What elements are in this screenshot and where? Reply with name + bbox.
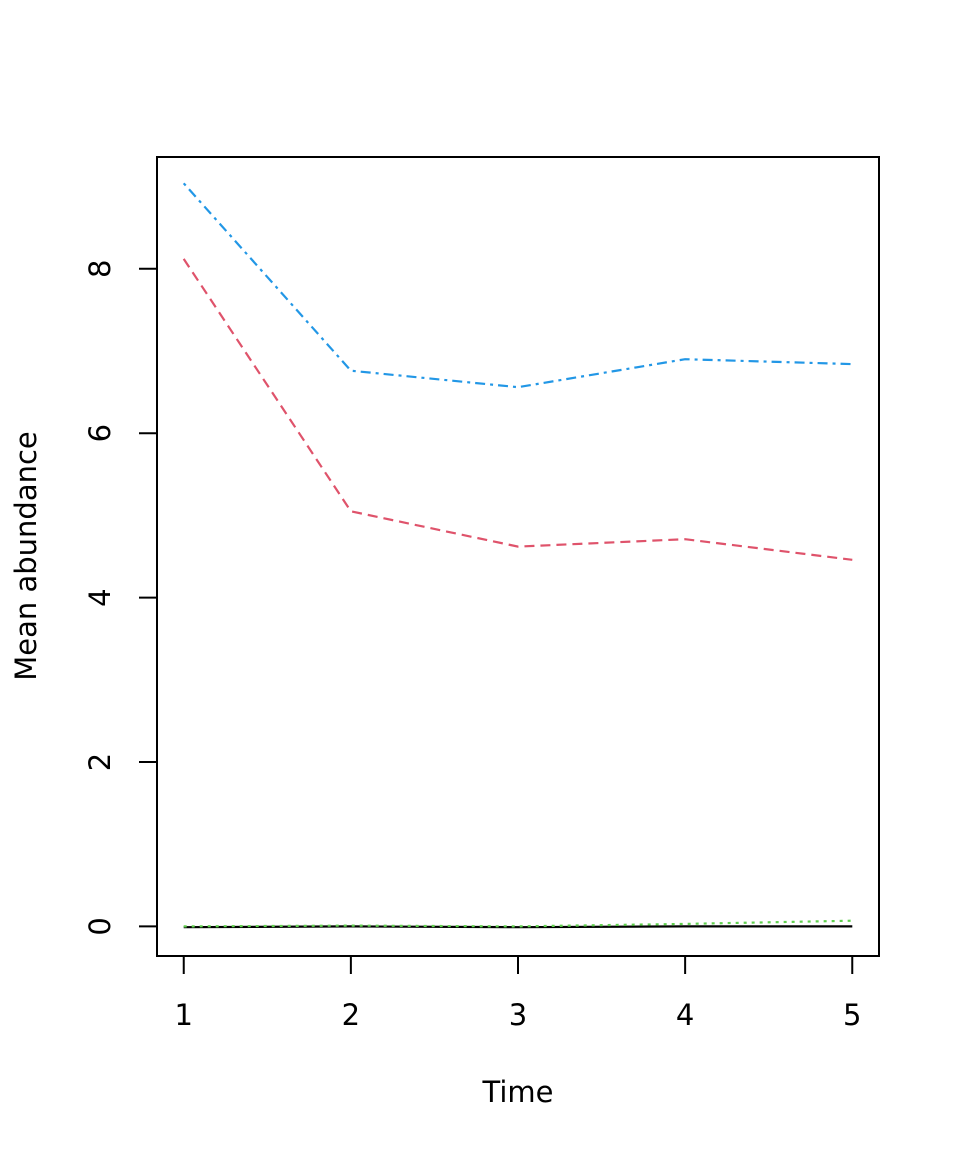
x-tick-label-5: 5	[843, 998, 861, 1032]
series-line-4	[182, 182, 853, 389]
x-tick-label-1: 1	[175, 998, 193, 1032]
y-tick-label-0: 0	[83, 917, 117, 935]
series-line-1	[183, 925, 853, 929]
y-tick-label-6: 6	[83, 424, 117, 442]
plot-frame	[156, 156, 880, 957]
x-axis-title: Time	[482, 1075, 554, 1109]
x-tick-label-4: 4	[676, 998, 694, 1032]
y-axis: 0 2 4 6 8	[83, 260, 157, 936]
x-tick-label-2: 2	[342, 998, 360, 1032]
y-tick-label-8: 8	[83, 260, 117, 278]
series-layer	[182, 182, 853, 929]
y-tick-label-4: 4	[83, 588, 117, 606]
y-tick-label-2: 2	[83, 753, 117, 771]
y-axis-title: Mean abundance	[9, 431, 43, 681]
x-axis: 1 2 3 4 5	[175, 955, 861, 1032]
series-line-2	[182, 258, 853, 561]
x-tick-label-3: 3	[509, 998, 527, 1032]
